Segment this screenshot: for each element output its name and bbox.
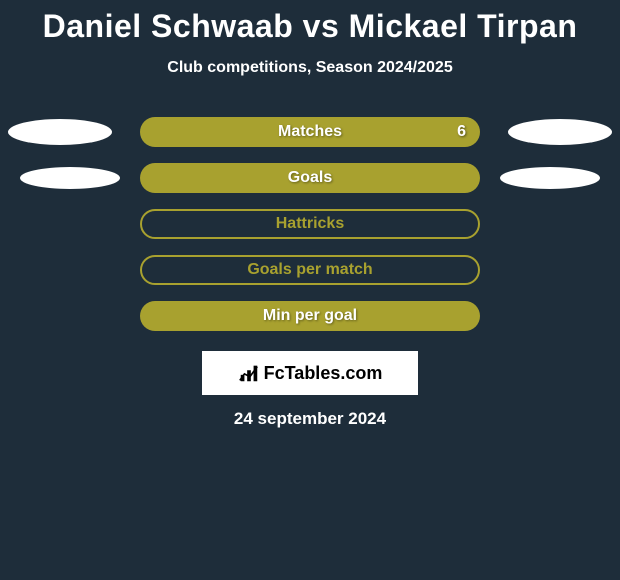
stat-pill: Min per goal [140, 301, 480, 331]
brand-box: FcTables.com [202, 351, 418, 395]
stat-row-goals-per-match: Goals per match [0, 255, 620, 285]
stat-label: Matches [278, 123, 342, 141]
stat-pill: Goals [140, 163, 480, 193]
left-value-ellipse [8, 119, 112, 145]
stat-pill: Matches 6 [140, 117, 480, 147]
stat-pill: Hattricks [140, 209, 480, 239]
left-value-ellipse [20, 167, 120, 189]
page-subtitle: Club competitions, Season 2024/2025 [167, 59, 452, 77]
stat-label: Goals [288, 169, 332, 187]
stat-label: Min per goal [263, 307, 357, 325]
page-title: Daniel Schwaab vs Mickael Tirpan [43, 8, 578, 45]
stat-pill: Goals per match [140, 255, 480, 285]
right-value-ellipse [500, 167, 600, 189]
stat-label: Goals per match [247, 261, 372, 279]
stat-row-min-per-goal: Min per goal [0, 301, 620, 331]
stat-label: Hattricks [276, 215, 344, 233]
stat-row-matches: Matches 6 [0, 117, 620, 147]
bar-chart-icon [238, 362, 260, 384]
stat-rows: Matches 6 Goals Hattricks Goals per matc… [0, 117, 620, 331]
brand-label: FcTables.com [264, 363, 383, 384]
stat-value-right: 6 [457, 123, 466, 141]
right-value-ellipse [508, 119, 612, 145]
date-label: 24 september 2024 [234, 409, 386, 429]
stat-row-goals: Goals [0, 163, 620, 193]
stat-row-hattricks: Hattricks [0, 209, 620, 239]
stats-comparison-card: Daniel Schwaab vs Mickael Tirpan Club co… [0, 0, 620, 429]
